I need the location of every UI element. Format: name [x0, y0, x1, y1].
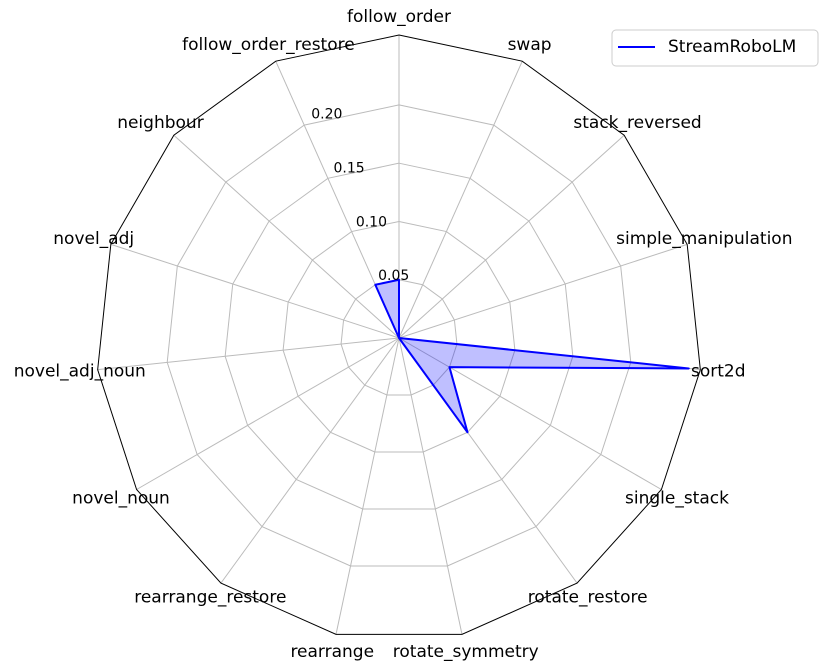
r-tick-label: 0.20 — [311, 107, 342, 123]
spoke — [398, 337, 463, 635]
category-label: novel_adj_noun — [14, 362, 146, 382]
r-tick-label: 0.10 — [356, 214, 387, 230]
category-label: rotate_restore — [528, 588, 648, 608]
category-label: neighbour — [117, 113, 203, 133]
r-tick-label: 0.15 — [334, 160, 365, 176]
category-label: simple_manipulation — [616, 229, 792, 249]
category-label: rotate_symmetry — [393, 642, 539, 662]
category-label: rearrange_restore — [134, 588, 286, 608]
grid-ring — [282, 220, 516, 453]
category-label: single_stack — [625, 489, 729, 509]
legend-box — [611, 29, 819, 67]
category-label: sort2d — [691, 362, 746, 382]
legend-label: StreamRoboLM — [668, 37, 796, 57]
spoke — [110, 243, 400, 339]
grid-ring — [340, 279, 458, 396]
category-label: novel_adj — [53, 229, 134, 249]
spoke — [173, 134, 400, 339]
category-label: rearrange — [290, 642, 374, 662]
grid-ring — [224, 162, 574, 510]
spoke — [398, 243, 688, 339]
spoke — [398, 134, 625, 339]
spoke — [220, 337, 400, 584]
spoke — [398, 60, 523, 339]
r-tick-label: 0.05 — [378, 268, 409, 284]
category-label: follow_order_restore — [182, 35, 355, 55]
series-area — [374, 278, 690, 434]
spoke — [136, 337, 400, 490]
legend: StreamRoboLM — [611, 29, 819, 67]
spoke — [335, 337, 400, 635]
spoke — [398, 337, 662, 490]
spoke — [97, 337, 400, 371]
grid-ring — [166, 104, 632, 567]
category-label: novel_noun — [72, 489, 170, 509]
category-label: stack_reversed — [573, 113, 701, 133]
category-label: swap — [508, 35, 552, 55]
category-label: follow_order — [347, 7, 451, 27]
outer-frame — [97, 34, 701, 635]
